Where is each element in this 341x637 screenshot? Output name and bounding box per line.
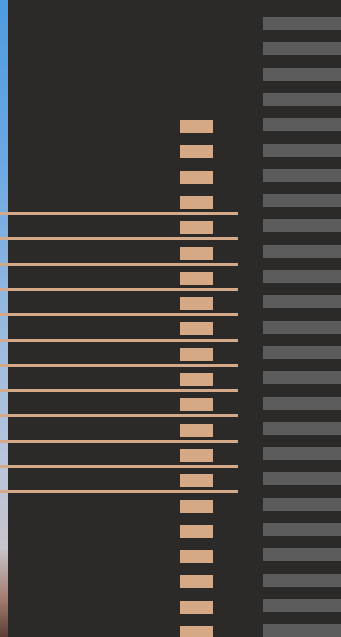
horizontal-line — [0, 237, 238, 241]
tan-block — [180, 322, 213, 336]
gray-bar — [263, 573, 341, 587]
gray-bar — [263, 219, 341, 233]
gray-bar — [263, 598, 341, 612]
gray-bar — [263, 447, 341, 461]
tan-block — [180, 423, 213, 437]
gray-bar — [263, 67, 341, 81]
tan-block — [180, 347, 213, 361]
tan-block — [180, 120, 213, 133]
gray-bar — [263, 244, 341, 258]
tan-block — [180, 297, 213, 311]
tan-block — [180, 398, 213, 412]
tan-block — [180, 499, 213, 513]
tan-block — [180, 170, 213, 184]
gray-bar — [263, 42, 341, 56]
horizontal-line — [0, 287, 238, 291]
horizontal-line — [0, 363, 238, 367]
tan-block — [180, 195, 213, 209]
tan-block — [180, 221, 213, 235]
horizontal-line — [0, 465, 238, 468]
tan-block — [180, 524, 213, 538]
gray-bar — [263, 371, 341, 385]
gray-bar — [263, 396, 341, 410]
tan-block — [180, 448, 213, 462]
gray-bar — [263, 17, 341, 30]
gray-bar — [263, 320, 341, 334]
gray-bar — [263, 548, 341, 562]
horizontal-line — [0, 262, 238, 266]
gray-bar — [263, 472, 341, 486]
tan-block — [180, 626, 213, 637]
horizontal-line — [0, 212, 238, 215]
gray-bar — [263, 92, 341, 106]
gray-bar — [263, 345, 341, 359]
gray-bar — [263, 270, 341, 283]
horizontal-line — [0, 338, 238, 342]
horizontal-line — [0, 490, 238, 494]
tan-block — [180, 271, 213, 285]
tan-block — [180, 373, 213, 386]
gray-bar — [263, 497, 341, 511]
horizontal-line — [0, 313, 238, 317]
tan-block — [180, 550, 213, 564]
left-edge-image-strip — [0, 0, 8, 637]
gray-bar — [263, 143, 341, 157]
gray-bar — [263, 194, 341, 208]
gray-bar — [263, 523, 341, 536]
gray-bar — [263, 295, 341, 309]
tan-block — [180, 474, 213, 488]
tan-block — [180, 600, 213, 614]
tan-block — [180, 145, 213, 159]
horizontal-line — [0, 439, 238, 443]
gray-bar — [263, 421, 341, 435]
horizontal-line — [0, 414, 238, 418]
gray-bar — [263, 168, 341, 182]
tan-block — [180, 246, 213, 260]
gray-bar — [263, 624, 341, 637]
tan-block — [180, 575, 213, 589]
horizontal-line — [0, 389, 238, 393]
gray-bar — [263, 118, 341, 132]
